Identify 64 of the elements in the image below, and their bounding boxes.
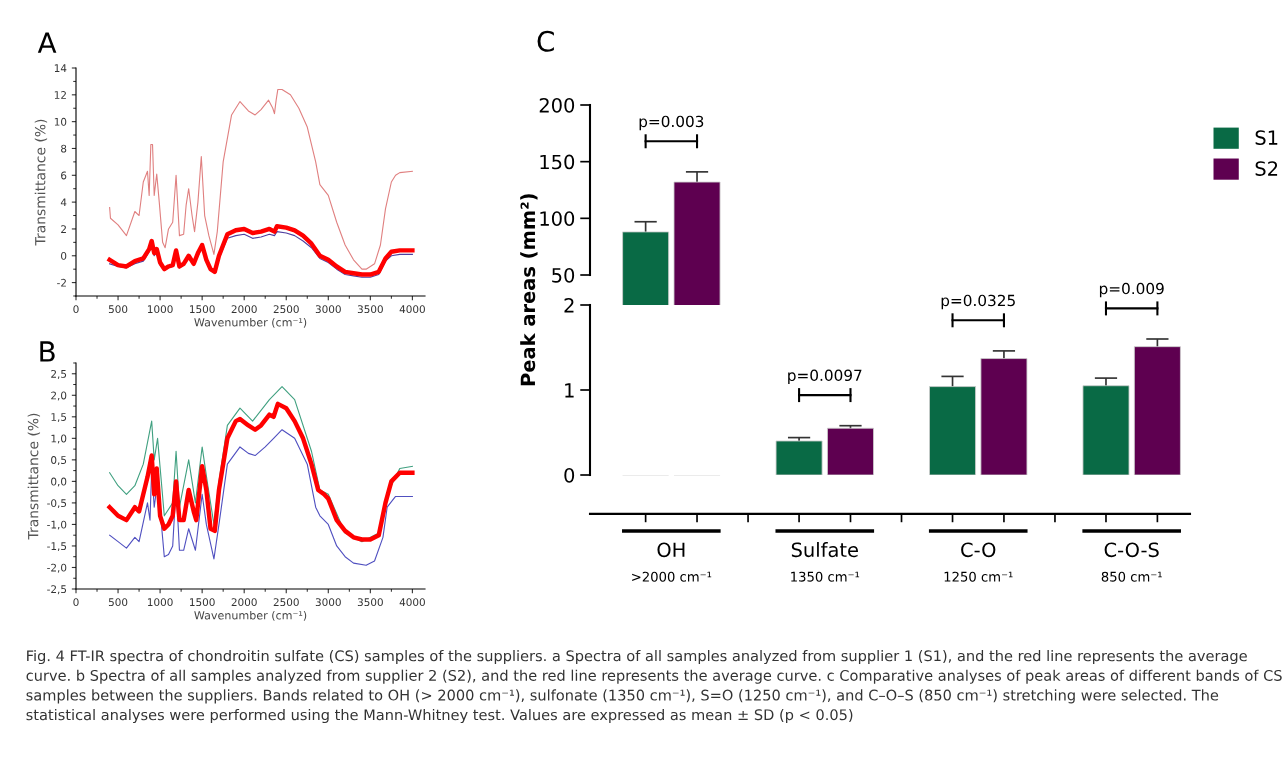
y-tick-label: 2 (564, 297, 574, 313)
x-tick-label: 4000 (399, 598, 425, 607)
x-axis-title: Wavenumber (cm⁻¹) (194, 610, 307, 621)
x-tick-label: 1500 (190, 305, 215, 314)
y-tick-label: 100 (540, 211, 575, 226)
x-tick-label: 3500 (357, 305, 383, 314)
y-tick-label: -2,0 (47, 563, 67, 573)
y-tick-label: 2 (61, 225, 66, 233)
chart-title: A (37, 32, 57, 53)
x-tick-label: 2000 (231, 305, 257, 314)
y-tick-label: 0 (564, 467, 575, 483)
x-tick-label: 0 (73, 598, 79, 607)
y-tick-label: 10 (54, 117, 67, 126)
legend-label: S1 (1255, 130, 1278, 145)
y-tick-label: 2,5 (51, 369, 67, 379)
y-tick-label: -2 (57, 278, 66, 287)
y-tick-label: 8 (61, 144, 67, 153)
y-tick-label: 0,0 (51, 477, 67, 487)
y-tick-label: 4 (60, 198, 67, 207)
y-tick-label: 2,0 (51, 391, 67, 401)
y-tick-label: 1,5 (51, 413, 67, 422)
x-tick-label: 500 (108, 305, 128, 314)
y-axis-title: Transmittance (%) (34, 119, 48, 246)
x-tick-label: OH >2000 cm⁻¹ (632, 542, 712, 582)
chart-title: B (40, 341, 55, 362)
y-axis-title: Transmittance (%) (27, 413, 41, 540)
annotation: p=0.0097 (788, 369, 862, 384)
x-tick-label: 1000 (147, 598, 173, 607)
y-tick-label: 6 (61, 171, 67, 180)
x-tick-label: 2500 (273, 305, 299, 314)
x-tick-label: 500 (108, 598, 128, 607)
y-tick-label: 1,0 (51, 434, 67, 444)
y-tick-label: 0 (61, 251, 67, 260)
x-tick-label: 2000 (231, 598, 257, 607)
caption: Fig. 4 FT-IR spectra of chondroitin sulfate (CS) samples of the suppliers. a Spectra of all samples analyzed from supplier 1 (S1), and the red line represents the average curve. b Spectra of all samples analyzed from supplier 2 (S2), and the red line represents the average curve. c Comparative analyses of peak areas of different bands of CS samples between the suppliers. Bands related to OH (> 2000 cm⁻¹), sulfonate (1350 cm⁻¹), S=O (1250 cm⁻¹), and C–O–S (850 cm⁻¹) stretching were selected. The statistical analyses were performed using the Mann-Whitney test. Values are expressed as mean ± SD (p < 0.05) (26, 650, 1282, 724)
legend-label: S2 (1255, 161, 1278, 176)
y-tick-label: 12 (54, 91, 66, 99)
x-tick-label: Sulfate 1350 cm⁻¹ (791, 542, 860, 582)
y-tick-label: 150 (540, 154, 575, 170)
text: p=0.009 (1099, 282, 1164, 298)
chart-title: C (537, 30, 554, 52)
x-tick-label: C-O-S 850 cm⁻¹ (1101, 542, 1162, 582)
y-tick-label: -1,5 (47, 542, 67, 552)
y-tick-label: 1 (565, 383, 574, 398)
x-axis-title: Wavenumber (cm⁻¹) (194, 317, 307, 328)
x-tick-label: 1000 (147, 305, 173, 314)
x-tick-label: 2500 (273, 598, 299, 607)
annotation: p=0.0325 (941, 294, 1015, 310)
x-tick-label: 0 (73, 305, 79, 314)
y-tick-label: 200 (539, 97, 575, 113)
x-tick-label: 3500 (357, 598, 383, 607)
y-tick-label: 14 (54, 64, 67, 72)
y-tick-label: -1,0 (47, 520, 67, 530)
y-tick-label: 0,5 (51, 456, 67, 466)
x-tick-label: C-O 1250 cm⁻¹ (944, 542, 1013, 582)
x-tick-label: 4000 (399, 305, 425, 314)
y-tick-label: -2,5 (47, 585, 67, 595)
y-tick-label: 50 (552, 267, 575, 283)
x-tick-label: 1500 (190, 598, 215, 607)
y-axis-title: Peak areas (mm²) (520, 194, 538, 386)
y-tick-label: -0,5 (47, 499, 67, 509)
x-tick-label: 3000 (315, 598, 341, 607)
x-tick-label: 3000 (315, 305, 341, 314)
annotation: p=0.003 (639, 115, 704, 131)
